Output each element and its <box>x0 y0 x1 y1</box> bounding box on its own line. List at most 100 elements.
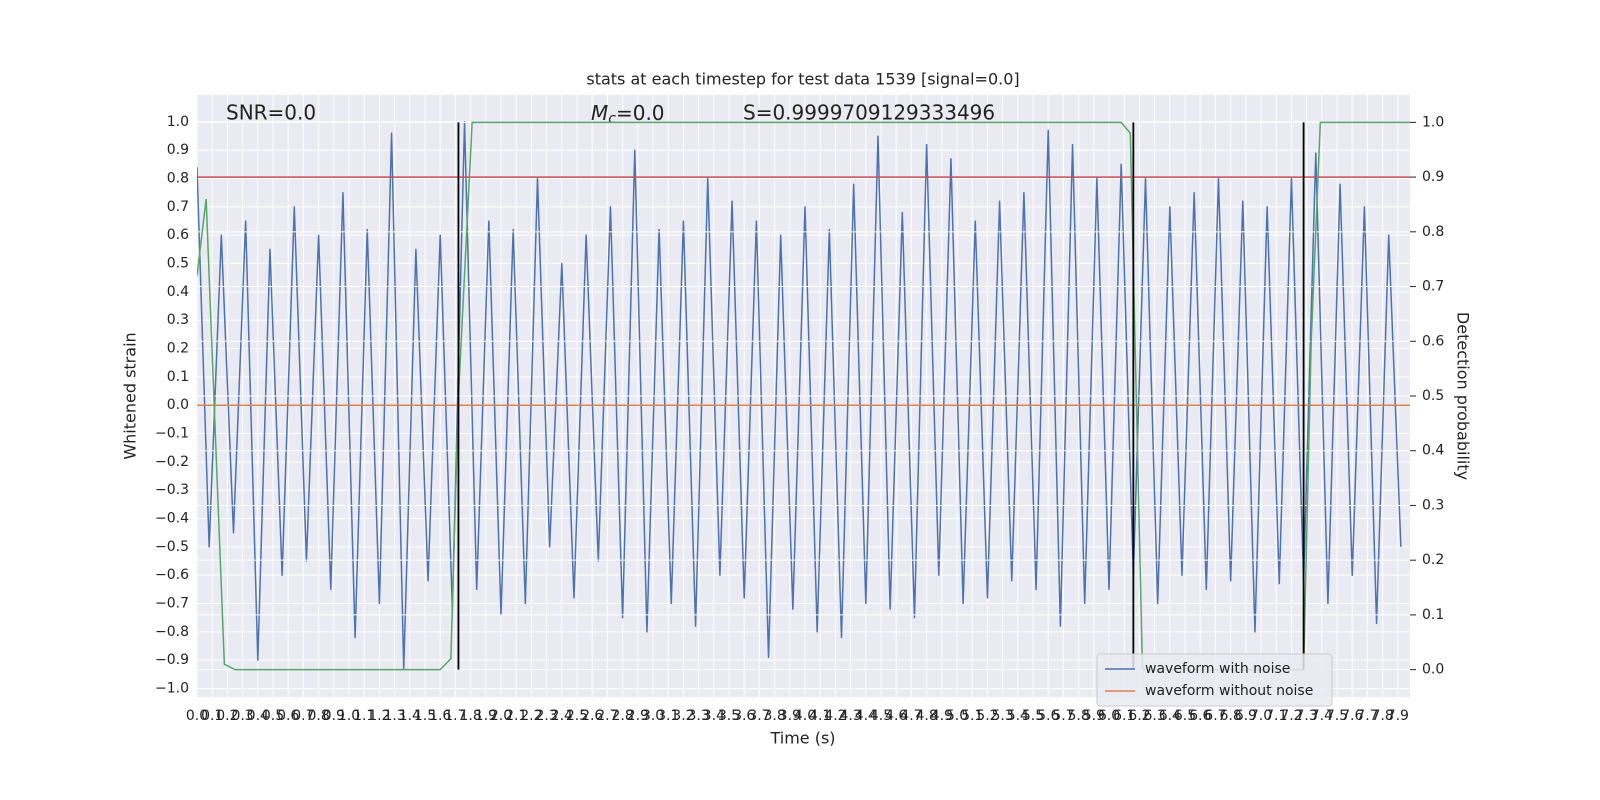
x-tick-label: 6.9 <box>1235 708 1257 724</box>
y-tick-label: 0.1 <box>167 369 189 385</box>
x-tick-label: 6.0 <box>1098 708 1120 724</box>
x-tick-label: 0.9 <box>323 708 345 724</box>
legend-box <box>1096 653 1333 707</box>
y2-tick-label: 1.0 <box>1422 114 1444 130</box>
x-tick-label: 1.6 <box>429 708 451 724</box>
y2-tick-label: 0.9 <box>1422 169 1444 185</box>
y-tick-label: 0.5 <box>167 256 189 272</box>
x-tick-label: 7.3 <box>1296 708 1318 724</box>
x-tick-label: 6.8 <box>1220 708 1242 724</box>
x-tick-label: 0.8 <box>307 708 329 724</box>
x-tick-label: 4.4 <box>855 708 877 724</box>
y2-axis-label: Detection probability <box>1454 312 1473 480</box>
y-tick-label: −0.3 <box>155 482 189 498</box>
y2-tick-label: 0.2 <box>1422 552 1444 568</box>
x-tick-label: 3.3 <box>687 708 709 724</box>
y-tick-label: 0.4 <box>167 284 189 300</box>
x-tick-label: 2.3 <box>535 708 557 724</box>
x-tick-label: 4.0 <box>794 708 816 724</box>
y-tick-label: −0.9 <box>155 652 189 668</box>
x-tick-label: 5.9 <box>1083 708 1105 724</box>
x-tick-label: 0.6 <box>277 708 299 724</box>
x-tick-label: 4.9 <box>931 708 953 724</box>
x-tick-label: 7.0 <box>1250 708 1272 724</box>
y-tick-label: 0.9 <box>167 142 189 158</box>
x-tick-label: 7.7 <box>1356 708 1378 724</box>
x-tick-label: 0.1 <box>201 708 223 724</box>
x-tick-label: 5.3 <box>991 708 1013 724</box>
x-tick-label: 5.5 <box>1022 708 1044 724</box>
y-tick-label: −0.4 <box>155 511 189 527</box>
x-tick-label: 4.3 <box>839 708 861 724</box>
x-tick-label: 0.4 <box>247 708 269 724</box>
x-tick-label: 2.6 <box>581 708 603 724</box>
y-tick-label: −0.5 <box>155 539 189 555</box>
x-tick-label: 1.9 <box>475 708 497 724</box>
y-tick-label: 0.6 <box>167 227 189 243</box>
x-tick-label: 7.4 <box>1311 708 1333 724</box>
x-tick-label: 6.6 <box>1189 708 1211 724</box>
marks <box>197 121 1410 670</box>
x-tick-label: 5.6 <box>1037 708 1059 724</box>
legend-label: waveform without noise <box>1145 683 1313 699</box>
y-tick-label: 0.7 <box>167 199 189 215</box>
x-tick-label: 0.7 <box>292 708 314 724</box>
y-tick-label: −0.1 <box>155 426 189 442</box>
x-tick-label: 2.7 <box>596 708 618 724</box>
y2-tick-label: 0.8 <box>1422 224 1444 240</box>
y-axis-label: Whitened strain <box>121 332 140 459</box>
x-tick-label: 5.8 <box>1067 708 1089 724</box>
x-tick-label: 1.1 <box>353 708 375 724</box>
x-axis-label: Time (s) <box>769 729 835 748</box>
x-tick-label: 2.9 <box>627 708 649 724</box>
x-tick-label: 5.1 <box>961 708 983 724</box>
y2-tick-label: 0.7 <box>1422 279 1444 295</box>
x-tick-label: 4.8 <box>915 708 937 724</box>
chart-title: stats at each timestep for test data 153… <box>586 70 1019 89</box>
y-tick-label: −0.2 <box>155 454 189 470</box>
x-tick-label: 5.7 <box>1052 708 1074 724</box>
x-tick-label: 3.8 <box>763 708 785 724</box>
x-tick-label: 5.0 <box>946 708 968 724</box>
x-tick-label: 4.6 <box>885 708 907 724</box>
x-tick-label: 0.3 <box>231 708 253 724</box>
y-tick-label: 0.8 <box>167 171 189 187</box>
mc-symbol: M <box>591 101 608 125</box>
y2-tick-label: 0.3 <box>1422 497 1444 513</box>
overlay-marks <box>197 121 1410 671</box>
x-tick-label: 2.0 <box>490 708 512 724</box>
x-tick-label: 6.7 <box>1204 708 1226 724</box>
x-tick-label: 6.2 <box>1128 708 1150 724</box>
y2-tick-label: 0.5 <box>1422 388 1444 404</box>
x-tick-label: 1.8 <box>459 708 481 724</box>
y-tick-label: 0.2 <box>167 341 189 357</box>
y-tick-label: −0.7 <box>155 596 189 612</box>
x-tick-label: 6.1 <box>1113 708 1135 724</box>
x-tick-label: 5.2 <box>976 708 998 724</box>
x-tick-label: 1.7 <box>444 708 466 724</box>
x-tick-label: 0.5 <box>262 708 284 724</box>
x-tick-label: 6.5 <box>1174 708 1196 724</box>
x-tick-label: 1.3 <box>383 708 405 724</box>
y2-tick-label: 0.0 <box>1422 662 1444 678</box>
y-tick-label: −0.8 <box>155 624 189 640</box>
x-tick-label: 1.5 <box>414 708 436 724</box>
x-tick-label: 3.6 <box>733 708 755 724</box>
snr-annotation: SNR=0.0 <box>226 101 316 125</box>
x-tick-label: 2.1 <box>505 708 527 724</box>
y2-tick-label: 0.4 <box>1422 443 1444 459</box>
x-tick-label: 1.2 <box>368 708 390 724</box>
y-tick-label: −0.6 <box>155 567 189 583</box>
x-tick-label: 7.9 <box>1387 708 1409 724</box>
y2-tick-label: 0.1 <box>1422 607 1444 623</box>
mc-annotation: Mc=0.0 <box>591 101 665 128</box>
y-tick-label: 0.0 <box>167 397 189 413</box>
x-tick-label: 3.1 <box>657 708 679 724</box>
x-tick-label: 1.0 <box>338 708 360 724</box>
x-tick-label: 4.1 <box>809 708 831 724</box>
x-tick-label: 2.2 <box>520 708 542 724</box>
x-tick-label: 0.2 <box>216 708 238 724</box>
legend: waveform with noise waveform without nois… <box>1096 653 1333 707</box>
x-tick-label: 7.8 <box>1372 708 1394 724</box>
